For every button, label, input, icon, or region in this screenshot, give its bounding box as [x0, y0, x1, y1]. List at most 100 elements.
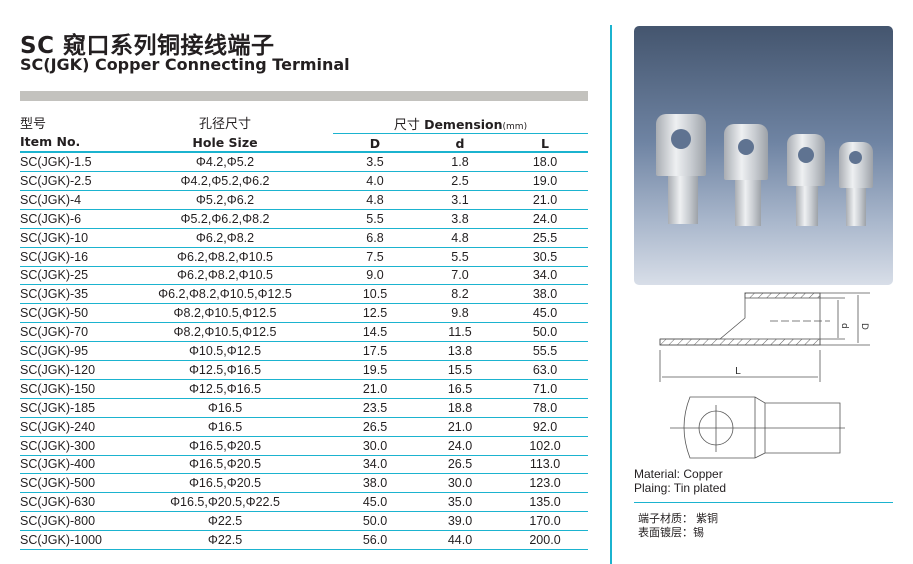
dim-d: 4.8: [451, 230, 469, 245]
dim-d: 15.5: [447, 362, 473, 377]
dim-D: 17.5: [362, 344, 388, 358]
page-title-en: SC(JGK) Copper Connecting Terminal: [20, 55, 350, 74]
table-row: SC(JGK)-120 Φ12.5,Φ16.5 19.5 15.5 63.0: [20, 361, 588, 380]
dim-d: 2.5: [451, 173, 469, 188]
item-no: SC(JGK)-630: [20, 495, 96, 510]
dim-L: 45.0: [532, 306, 558, 321]
col-d: d: [455, 136, 465, 151]
dim-D: 30.0: [362, 438, 388, 453]
dim-L: 63.0: [532, 362, 558, 377]
product-photo: [634, 26, 893, 285]
table-row: SC(JGK)-6 Φ5.2,Φ6.2,Φ8.2 5.5 3.8 24.0: [20, 210, 588, 229]
item-no: SC(JGK)-300: [20, 438, 96, 453]
dim-d: 39.0: [447, 514, 473, 529]
item-no: SC(JGK)-1.5: [20, 155, 92, 169]
table-row: SC(JGK)-500 Φ16.5,Φ20.5 38.0 30.0 123.0: [20, 474, 588, 494]
hole-size: Φ12.5,Φ16.5: [188, 381, 262, 396]
dim-D: 7.5: [366, 249, 384, 264]
dim-D: 4.8: [366, 192, 384, 207]
dim-L: 102.0: [529, 438, 561, 453]
table-row: SC(JGK)-400 Φ16.5,Φ20.5 34.0 26.5 113.0: [20, 455, 588, 475]
dim-d: 21.0: [447, 419, 473, 434]
dim-L: 34.0: [532, 268, 558, 283]
material-divider: [634, 502, 893, 503]
dim-d: 35.0: [447, 495, 473, 510]
dim-d: 11.5: [448, 325, 472, 340]
table-row: SC(JGK)-16 Φ6.2,Φ8.2,Φ10.5 7.5 5.5 30.5: [20, 248, 588, 267]
hole-size: Φ6.2,Φ8.2,Φ10.5: [177, 268, 273, 283]
table-row: SC(JGK)-4 Φ5.2,Φ6.2 4.8 3.1 21.0: [20, 191, 588, 210]
dim-D: 19.5: [362, 362, 388, 377]
dim-D: 14.5: [362, 325, 388, 340]
item-header-en: Item No.: [20, 134, 81, 149]
dim-L: 18.0: [532, 155, 558, 169]
item-no: SC(JGK)-185: [20, 400, 96, 415]
dim-D: 6.8: [366, 230, 384, 245]
item-no: SC(JGK)-95: [20, 344, 89, 358]
item-no: SC(JGK)-500: [20, 476, 96, 491]
dim-L: 55.5: [532, 344, 558, 358]
hole-size: Φ6.2,Φ8.2,Φ10.5,Φ12.5: [158, 287, 292, 302]
item-no: SC(JGK)-50: [20, 306, 89, 321]
hole-size: Φ16.5,Φ20.5: [188, 457, 262, 472]
page-title-cn: SC 窥口系列铜接线端子: [20, 33, 275, 59]
table-row: SC(JGK)-1.5 Φ4.2,Φ5.2 3.5 1.8 18.0: [20, 153, 588, 172]
dim-unit: (mm): [502, 122, 528, 132]
col-D: D: [369, 136, 381, 151]
plating-en: Plaing: Tin plated: [634, 481, 727, 495]
table-row: SC(JGK)-95 Φ10.5,Φ12.5 17.5 13.8 55.5: [20, 342, 588, 361]
dim-d: 3.8: [451, 211, 469, 226]
hole-header-en: Hole Size: [192, 135, 258, 150]
table-row: SC(JGK)-10 Φ6.2,Φ8.2 6.8 4.8 25.5: [20, 229, 588, 248]
label-D: D: [859, 323, 869, 330]
dim-d: 24.0: [447, 438, 473, 453]
item-no: SC(JGK)-16: [20, 249, 89, 264]
table-row: SC(JGK)-300 Φ16.5,Φ20.5 30.0 24.0 102.0: [20, 437, 588, 456]
item-no: SC(JGK)-240: [20, 419, 96, 434]
header-underline: [20, 151, 588, 153]
dim-D: 12.5: [362, 306, 388, 321]
item-no: SC(JGK)-800: [20, 514, 96, 529]
dim-L: 78.0: [532, 400, 558, 415]
dim-L: 113.0: [529, 457, 561, 472]
hole-size: Φ16.5,Φ20.5: [188, 438, 262, 453]
dim-D: 9.0: [366, 268, 384, 283]
dim-L: 38.0: [532, 287, 558, 302]
dim-D: 45.0: [362, 495, 388, 510]
table-row: SC(JGK)-1000 Φ22.5 56.0 44.0 200.0: [20, 531, 588, 550]
table-row: SC(JGK)-800 Φ22.5 50.0 39.0 170.0: [20, 512, 588, 532]
col-L: L: [541, 136, 549, 151]
dim-D: 23.5: [362, 400, 388, 415]
hole-size: Φ8.2,Φ10.5,Φ12.5: [173, 325, 277, 340]
plating-cn: 表面镀层：锡: [638, 527, 704, 539]
hole-size: Φ16.5: [207, 400, 243, 415]
item-no: SC(JGK)-25: [20, 268, 89, 283]
dim-D: 38.0: [362, 476, 388, 491]
dim-L: 92.0: [532, 419, 558, 434]
dim-d: 1.8: [451, 155, 469, 169]
dim-en: Demension: [424, 117, 503, 132]
item-no: SC(JGK)-400: [20, 457, 96, 472]
dim-D: 34.0: [362, 457, 388, 472]
hole-size: Φ4.2,Φ5.2: [195, 155, 255, 169]
dim-d: 18.8: [447, 400, 473, 415]
divider-vertical: [610, 25, 612, 564]
dim-D: 26.5: [362, 419, 388, 434]
item-no: SC(JGK)-6: [20, 211, 82, 226]
hole-header-cn: 孔径尺寸: [198, 117, 251, 132]
dim-L: 71.0: [532, 381, 558, 396]
dim-L: 123.0: [529, 476, 561, 491]
hole-size: Φ5.2,Φ6.2,Φ8.2: [180, 211, 270, 226]
table-row: SC(JGK)-2.5 Φ4.2,Φ5.2,Φ6.2 4.0 2.5 19.0: [20, 172, 588, 191]
item-no: SC(JGK)-4: [20, 192, 82, 207]
dim-L: 200.0: [529, 533, 561, 547]
hole-size: Φ16.5,Φ20.5: [188, 476, 262, 491]
hole-size: Φ6.2,Φ8.2: [195, 230, 255, 245]
table-row: SC(JGK)-240 Φ16.5 26.5 21.0 92.0: [20, 418, 588, 437]
table-row: SC(JGK)-35 Φ6.2,Φ8.2,Φ10.5,Φ12.5 10.5 8.2 38…: [20, 285, 588, 305]
hole-size: Φ16.5: [207, 419, 243, 434]
dim-L: 19.0: [532, 173, 558, 188]
dim-d: 44.0: [447, 533, 473, 547]
hole-size: Φ16.5,Φ20.5,Φ22.5: [170, 495, 280, 510]
hole-size: Φ5.2,Φ6.2: [195, 192, 255, 207]
